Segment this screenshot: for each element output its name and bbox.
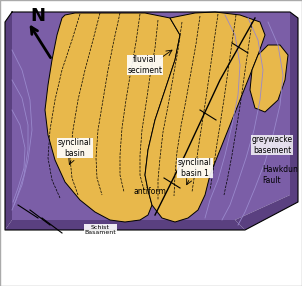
Text: synclinal
basin 1: synclinal basin 1 xyxy=(178,158,212,178)
Text: Schist
Basament: Schist Basament xyxy=(84,225,116,235)
Text: greywacke
basement: greywacke basement xyxy=(252,135,293,155)
Text: antiform: antiform xyxy=(133,188,166,196)
Text: synclinal
basin: synclinal basin xyxy=(58,138,92,158)
Text: Hawkdun
Fault: Hawkdun Fault xyxy=(262,165,298,185)
Polygon shape xyxy=(250,45,288,112)
Polygon shape xyxy=(12,12,290,220)
Polygon shape xyxy=(5,12,12,230)
Polygon shape xyxy=(235,12,298,230)
Polygon shape xyxy=(145,12,265,222)
Text: N: N xyxy=(31,7,46,25)
Polygon shape xyxy=(5,220,245,230)
Text: fluvial
seciment: fluvial seciment xyxy=(127,55,162,75)
Polygon shape xyxy=(45,13,180,222)
